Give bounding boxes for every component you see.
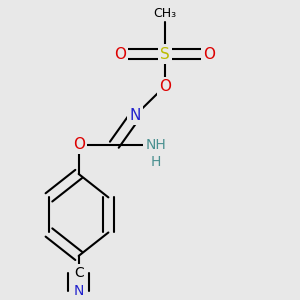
Text: N: N [130,108,141,123]
Text: H: H [151,155,161,169]
Text: C: C [74,266,83,280]
Text: O: O [73,137,85,152]
Text: O: O [203,46,215,62]
Text: NH: NH [146,138,166,152]
Text: CH₃: CH₃ [153,7,176,20]
Text: O: O [159,79,171,94]
Text: N: N [74,284,84,298]
Text: S: S [160,46,170,62]
Text: O: O [114,46,126,62]
